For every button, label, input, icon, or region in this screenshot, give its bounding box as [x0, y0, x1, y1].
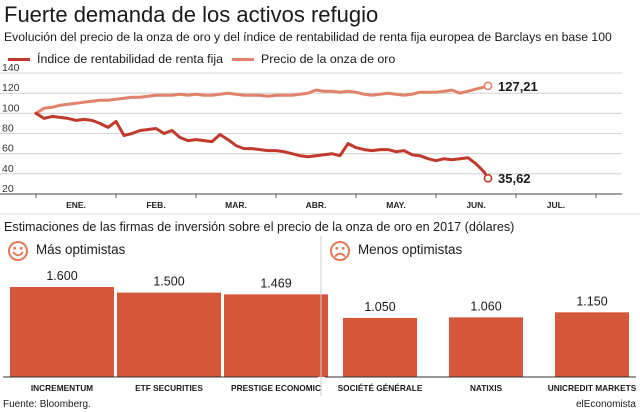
bar-category-label: NATIXIS [470, 383, 503, 393]
chart-title: Fuerte demanda de los activos refugio [4, 2, 379, 27]
bar-societe-generale [343, 317, 417, 377]
bar-category-label: UNICREDIT MARKETS [548, 383, 637, 393]
legend-swatch-bond-index [8, 57, 30, 61]
y-tick-label: 140 [2, 62, 20, 74]
y-tick-label: 100 [2, 102, 20, 114]
x-tick-label: JUL. [547, 200, 565, 210]
estimates-section-title: Estimaciones de las firmas de inversión … [4, 220, 515, 234]
y-tick-label: 120 [2, 82, 20, 94]
bar-value-label: 1.150 [576, 294, 607, 308]
bar-natixis [449, 317, 523, 377]
legend-label-bond-index: Índice de rentabilidad de renta fija [37, 52, 223, 66]
mood-icons [0, 213, 640, 396]
end-value-label-gold-price: 127,21 [498, 79, 538, 94]
bar-category-label: ETF SECURITIES [135, 383, 203, 393]
x-tick-label: MAY. [386, 200, 406, 210]
bar-etf-securities [117, 292, 221, 377]
legend-label-gold-price: Precio de la onza de oro [261, 52, 396, 66]
brand-label: elEconomista [575, 399, 636, 410]
panel-title-most-optimistic: Más optimistas [36, 242, 126, 257]
series-line-bond-index [34, 111, 490, 180]
end-marker-bond-index [483, 173, 493, 183]
chart-subtitle: Evolución del precio de la onza de oro y… [4, 30, 612, 44]
end-marker-gold-price [483, 81, 493, 91]
bar-value-label: 1.500 [153, 275, 184, 289]
x-tick-label: FEB. [146, 200, 165, 210]
y-tick-label: 40 [2, 163, 14, 175]
bar-category-label: PRESTIGE ECONOMIC [231, 383, 321, 393]
bar-value-label: 1.050 [364, 300, 395, 314]
y-tick-label: 80 [2, 123, 14, 135]
line-chart: 20 40 60 80 100 120 140 ENE. FEB. MAR. ABR. MAY. JUN… [0, 62, 622, 210]
smiley-happy-icon [8, 241, 28, 261]
x-tick-label: MAR. [225, 200, 247, 210]
x-tick-label: ENE. [66, 200, 86, 210]
bar-value-label: 1.060 [470, 299, 501, 313]
legend-item-bond-index: Índice de rentabilidad de renta fija [8, 52, 223, 66]
bar-prestige-economic [224, 294, 328, 377]
panel-title-least-optimistic: Menos optimistas [358, 242, 463, 257]
x-tick-label: JUN. [466, 200, 485, 210]
bar-unicredit-markets [555, 312, 629, 377]
bar-category-label: SOCIÉTÉ GÉNÉRALE [338, 383, 423, 393]
bar-chart-least-optimistic: 1.050 SOCIÉTÉ GÉNÉRALE 1.060 NATIXIS 1.150 UN… [338, 294, 637, 393]
end-value-label-bond-index: 35,62 [498, 171, 531, 186]
y-tick-label: 20 [2, 183, 14, 195]
legend-item-gold-price: Precio de la onza de oro [232, 52, 395, 66]
x-tick-label: ABR. [306, 200, 327, 210]
source-note: Fuente: Bloomberg. [3, 399, 91, 410]
smiley-sad-icon [330, 241, 350, 261]
legend-swatch-gold-price [232, 57, 254, 61]
bar-value-label: 1.600 [46, 269, 77, 283]
bar-incrementum [10, 287, 114, 377]
bar-category-label: INCREMENTUM [31, 383, 93, 393]
bar-chart-most-optimistic: 1.600 INCREMENTUM 1.500 ETF SECURITIES 1.469… [10, 269, 328, 393]
y-tick-label: 60 [2, 143, 14, 155]
bar-value-label: 1.469 [260, 276, 291, 290]
series-line-gold-price [34, 84, 490, 115]
